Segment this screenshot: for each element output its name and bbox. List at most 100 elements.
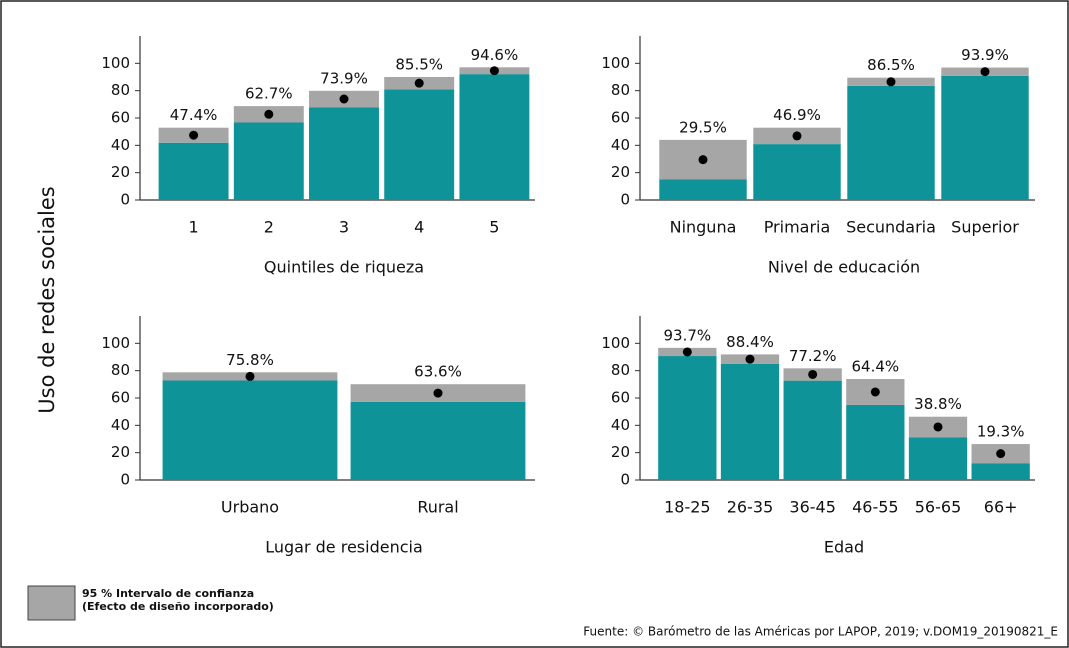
x-tick-label: 36-45: [789, 498, 836, 517]
bar: [350, 401, 526, 480]
y-tick-label: 20: [611, 163, 630, 181]
y-tick-label: 80: [111, 361, 130, 379]
point: [489, 66, 499, 76]
point: [682, 347, 692, 357]
value-label: 19.3%: [977, 423, 1025, 441]
y-tick-label: 100: [101, 334, 130, 352]
y-tick-label: 20: [611, 443, 630, 461]
y-tick-label: 80: [111, 81, 130, 99]
value-label: 47.4%: [170, 106, 218, 124]
y-tick-label: 40: [111, 416, 130, 434]
point: [189, 130, 199, 140]
point: [698, 155, 708, 165]
value-label: 63.6%: [414, 363, 462, 381]
bar: [233, 122, 304, 200]
x-axis-label: Lugar de residencia: [265, 538, 423, 557]
bar: [309, 107, 379, 200]
point: [996, 449, 1006, 459]
x-tick-label: 5: [489, 218, 499, 237]
y-tick-label: 100: [601, 54, 630, 72]
bar: [459, 74, 530, 200]
x-tick-label: 3: [339, 218, 349, 237]
x-tick-label: Urbano: [221, 498, 279, 517]
point: [414, 78, 424, 88]
value-label: 64.4%: [852, 358, 900, 376]
y-tick-label: 60: [111, 109, 130, 127]
y-tick-label: 100: [601, 334, 630, 352]
y-tick-label: 0: [120, 191, 130, 209]
x-tick-label: Rural: [417, 498, 458, 517]
x-axis-label: Quintiles de riqueza: [264, 258, 424, 277]
source: Fuente: © Barómetro de las Américas por …: [583, 625, 1058, 639]
value-label: 93.7%: [664, 326, 712, 344]
value-label: 75.8%: [226, 351, 274, 369]
y-tick-label: 20: [111, 443, 130, 461]
bar: [384, 89, 455, 200]
x-tick-label: Superior: [951, 218, 1019, 237]
bar: [753, 144, 841, 200]
y-axis-label: Uso de redes sociales: [35, 186, 59, 413]
y-tick-label: 20: [111, 163, 130, 181]
bar: [162, 380, 338, 480]
bar: [158, 142, 229, 200]
value-label: 77.2%: [789, 347, 837, 365]
x-tick-label: 1: [189, 218, 199, 237]
value-label: 29.5%: [679, 118, 727, 136]
point: [264, 109, 274, 119]
bar: [846, 404, 905, 480]
value-label: 73.9%: [320, 69, 368, 87]
point: [433, 388, 443, 398]
value-label: 88.4%: [726, 333, 774, 351]
x-tick-label: 66+: [984, 498, 1018, 517]
y-tick-label: 0: [620, 191, 630, 209]
bar: [941, 75, 1029, 200]
x-tick-label: 56-65: [915, 498, 962, 517]
value-label: 86.5%: [867, 56, 915, 74]
x-tick-label: Primaria: [764, 218, 831, 237]
bar: [658, 356, 717, 480]
point: [870, 387, 880, 397]
point: [245, 371, 255, 381]
point: [339, 94, 349, 104]
y-tick-label: 80: [611, 81, 630, 99]
y-tick-label: 100: [101, 54, 130, 72]
x-axis-label: Edad: [824, 538, 864, 557]
x-axis-label: Nivel de educación: [768, 258, 920, 277]
x-tick-label: 26-35: [727, 498, 774, 517]
value-label: 46.9%: [773, 106, 821, 124]
bar: [908, 437, 968, 480]
y-tick-label: 60: [611, 389, 630, 407]
x-tick-label: Ninguna: [670, 218, 737, 237]
bar: [971, 463, 1030, 480]
y-tick-label: 0: [120, 471, 130, 489]
bar: [659, 179, 747, 200]
y-tick-label: 40: [611, 416, 630, 434]
point: [980, 67, 990, 77]
point: [745, 354, 755, 364]
bar: [783, 380, 842, 480]
value-label: 94.6%: [471, 46, 519, 64]
point: [886, 77, 896, 87]
bar: [720, 363, 780, 480]
x-tick-label: Secundaria: [846, 218, 936, 237]
y-tick-label: 40: [611, 136, 630, 154]
x-tick-label: 18-25: [664, 498, 711, 517]
y-tick-label: 60: [611, 109, 630, 127]
y-tick-label: 80: [611, 361, 630, 379]
value-label: 62.7%: [245, 85, 293, 103]
point: [933, 422, 943, 432]
point: [792, 131, 802, 141]
legend-text: (Efecto de diseño incorporado): [82, 600, 274, 613]
x-tick-label: 46-55: [852, 498, 899, 517]
x-tick-label: 2: [264, 218, 274, 237]
value-label: 38.8%: [914, 395, 962, 413]
x-tick-label: 4: [414, 218, 424, 237]
y-tick-label: 0: [620, 471, 630, 489]
value-label: 85.5%: [395, 56, 443, 74]
legend-swatch: [27, 585, 76, 621]
y-tick-label: 60: [111, 389, 130, 407]
legend-text: 95 % Intervalo de confianza: [82, 587, 254, 600]
y-tick-label: 40: [111, 136, 130, 154]
